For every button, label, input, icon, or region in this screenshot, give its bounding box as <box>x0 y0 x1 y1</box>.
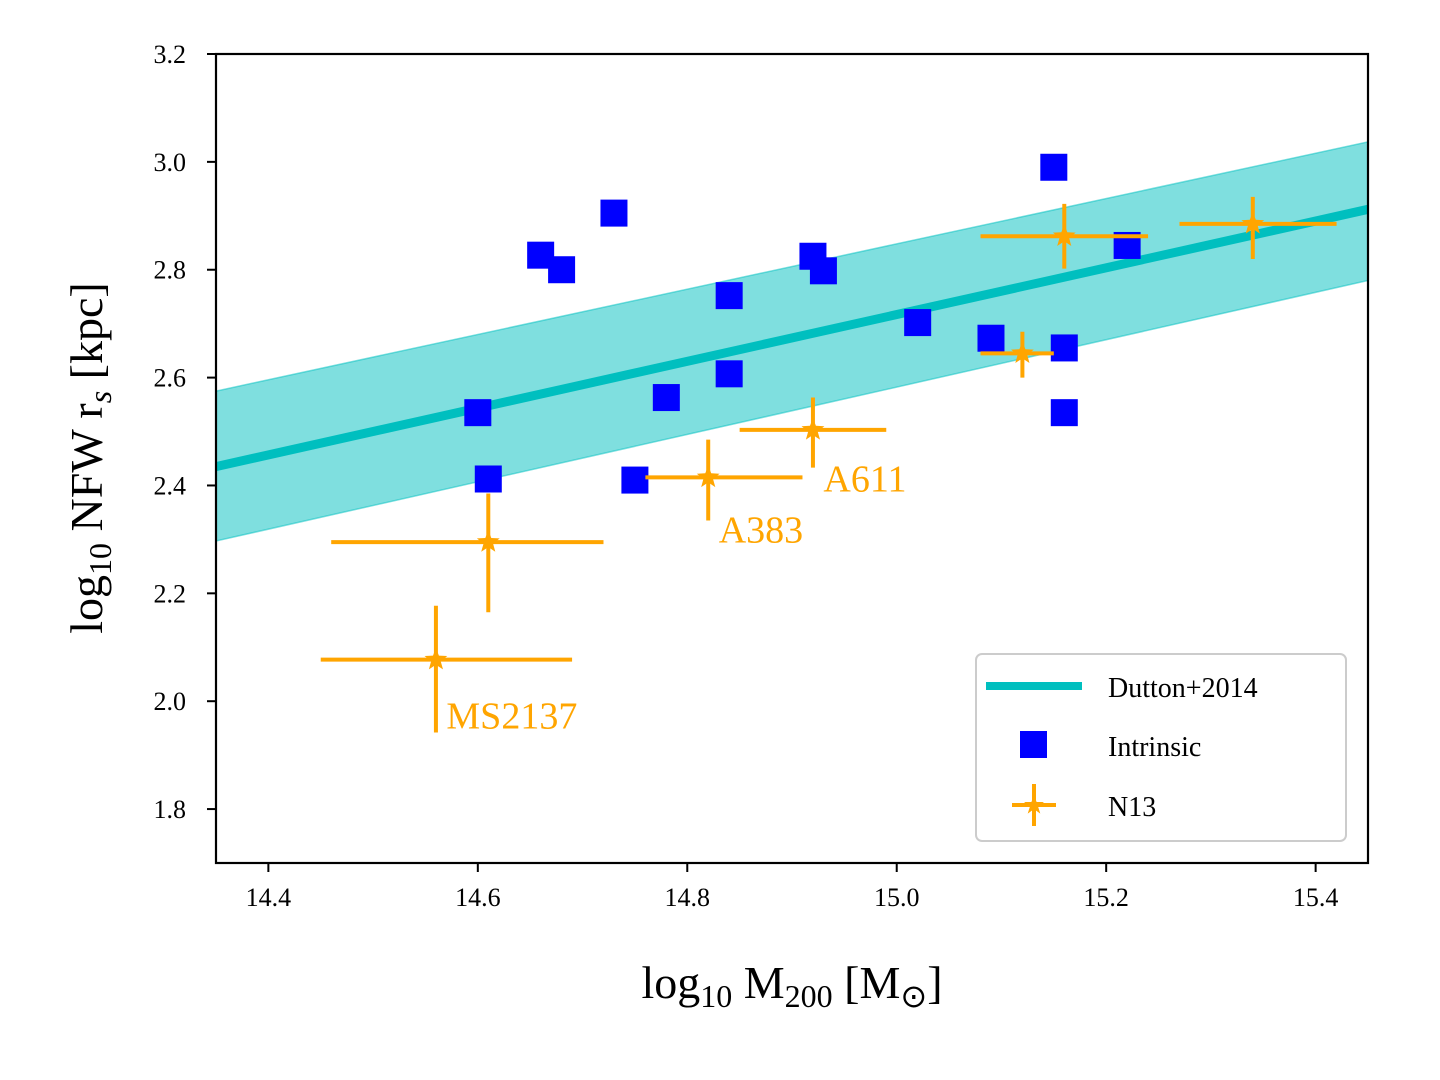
legend-label-n13: N13 <box>1108 792 1156 823</box>
y-tick-label: 1.8 <box>154 795 187 824</box>
y-tick-label: 2.8 <box>154 256 187 285</box>
y-label-tail: [kpc] <box>61 282 112 391</box>
legend: Dutton+2014 Intrinsic N13 <box>975 653 1347 842</box>
y-tick-label: 2.6 <box>154 364 187 393</box>
intrinsic-point-6 <box>621 466 649 494</box>
x-label-sub2: 200 <box>785 978 833 1014</box>
intrinsic-point-16 <box>1050 399 1078 427</box>
intrinsic-point-1 <box>464 399 492 427</box>
legend-frame <box>975 653 1347 842</box>
x-tick-label: 15.0 <box>874 883 920 912</box>
y-label-main: NFW r <box>61 403 112 543</box>
intrinsic-point-2 <box>474 465 502 493</box>
annotation-label-2: A383 <box>719 510 803 552</box>
plot-frame <box>214 52 1370 865</box>
y-axis-label: log10 NFW rs [kpc] <box>61 282 118 634</box>
intrinsic-point-7 <box>652 384 680 412</box>
y-tick-label: 2.0 <box>154 687 187 716</box>
annotation-label-1: MS2137 <box>446 696 577 738</box>
x-label-base: log <box>641 957 700 1008</box>
y-tick-label: 3.2 <box>154 40 187 69</box>
annotation-label-3: A611 <box>823 458 906 500</box>
intrinsic-point-13 <box>977 324 1005 352</box>
legend-square-swatch <box>1020 731 1047 758</box>
annotation-layer: MS2137 A383 A611 <box>446 458 906 737</box>
intrinsic-point-15 <box>1050 334 1078 362</box>
n13-point-3 <box>645 439 803 521</box>
legend-errorbar-swatch <box>1012 784 1056 826</box>
n13-point-1 <box>320 605 573 733</box>
intrinsic-point-9 <box>715 360 743 388</box>
x-label-bracket-close: ] <box>927 957 942 1008</box>
axis-ticks: 14.4 14.6 14.8 15.0 15.2 15.4 1.8 2.0 2.2 2.4 2.6 2… <box>154 40 1339 912</box>
x-tick-label: 15.2 <box>1083 883 1129 912</box>
x-tick-label: 14.6 <box>455 883 501 912</box>
y-label-sub2: s <box>82 391 118 403</box>
x-tick-label: 15.4 <box>1293 883 1339 912</box>
y-label-base: log <box>61 575 112 634</box>
n13-point-7 <box>1179 196 1337 259</box>
x-label-main: M <box>732 957 784 1008</box>
n13-point-6 <box>980 203 1149 269</box>
x-tick-label: 14.4 <box>246 883 292 912</box>
intrinsic-point-5 <box>600 199 628 227</box>
plot-data-layer <box>216 141 1368 733</box>
legend-label-dutton: Dutton+2014 <box>1108 673 1258 704</box>
legend-label-intrinsic: Intrinsic <box>1108 732 1201 763</box>
x-label-sub: 10 <box>700 978 732 1014</box>
n13-point-2 <box>331 493 604 613</box>
n13-point-5 <box>980 331 1054 378</box>
intrinsic-point-12 <box>904 309 932 337</box>
x-label-symbol: ⊙ <box>900 977 927 1015</box>
intrinsic-point-11 <box>809 257 837 285</box>
intrinsic-point-8 <box>715 282 743 310</box>
intrinsic-point-14 <box>1040 153 1068 181</box>
dutton-relation-line <box>216 204 1368 471</box>
n13-point-4 <box>739 397 887 468</box>
x-tick-label: 14.8 <box>665 883 711 912</box>
y-tick-label: 2.4 <box>154 471 187 500</box>
y-tick-label: 3.0 <box>154 148 187 177</box>
x-label-bracket-open: [M <box>833 957 901 1008</box>
intrinsic-point-4 <box>548 256 576 284</box>
x-axis-label: log10 M200 [M⊙] <box>641 957 942 1015</box>
y-label-sub: 10 <box>82 543 118 575</box>
y-tick-label: 2.2 <box>154 579 187 608</box>
